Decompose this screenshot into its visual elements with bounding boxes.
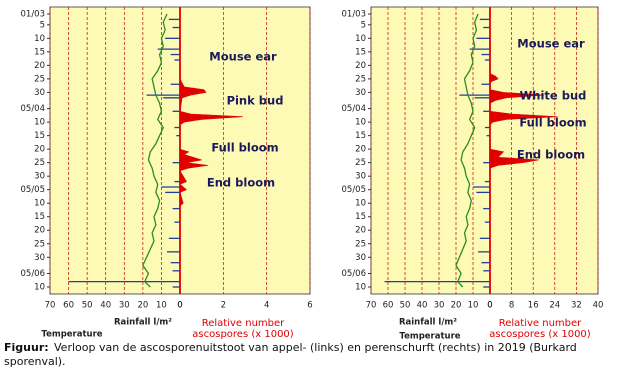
- y-tick-label: 10: [34, 34, 45, 44]
- y-tick-label: 30: [34, 88, 45, 98]
- y-tick-label: 15: [355, 47, 366, 57]
- x-tick-label: 60: [383, 301, 394, 311]
- y-tick-label: 25: [355, 74, 366, 84]
- y-tick-label: 25: [34, 239, 45, 249]
- stage-label: Pink bud: [227, 94, 284, 108]
- rain-label: Rainfall l/m²: [399, 318, 457, 328]
- y-tick-label: 10: [355, 34, 366, 44]
- y-tick-label: 20: [34, 145, 45, 155]
- x2-tick-label: 6: [307, 301, 312, 311]
- y-tick-label: 05/06: [21, 269, 46, 279]
- x-tick-label: 0: [487, 301, 492, 311]
- y-tick-label: 05/05: [342, 185, 367, 195]
- stage-label: Full bloom: [211, 141, 278, 155]
- y-tick-label: 10: [355, 283, 366, 293]
- x2-tick-label: 8: [509, 301, 514, 311]
- x-tick-label: 20: [451, 301, 462, 311]
- y-tick-label: 15: [355, 212, 366, 222]
- x2-tick-label: 2: [221, 301, 226, 311]
- y-tick-label: 30: [355, 88, 366, 98]
- temperature-label: Temperature: [399, 332, 460, 341]
- stage-label: End bloom: [207, 176, 275, 190]
- stage-label: Mouse ear: [209, 50, 277, 64]
- ascospore-area: [179, 14, 243, 287]
- x-tick-label: 50: [400, 301, 411, 311]
- caption: Figuur: Verloop van de ascosporenuitstoot…: [4, 341, 624, 369]
- x-tick-label: 30: [434, 301, 445, 311]
- x-tick-label: 20: [137, 301, 148, 311]
- stage-label: White bud: [520, 89, 587, 103]
- ascospore-label: Relative number ascospores (x 1000): [489, 318, 591, 340]
- stage-label: Full bloom: [519, 116, 586, 130]
- y-tick-label: 25: [34, 74, 45, 84]
- x-tick-label: 70: [366, 301, 377, 311]
- temperature-label: Temperature: [41, 330, 102, 340]
- y-tick-label: 15: [355, 131, 366, 141]
- x-tick-label: 40: [417, 301, 428, 311]
- x2-tick-label: 4: [264, 301, 269, 311]
- y-tick-label: 25: [355, 158, 366, 168]
- y-tick-label: 05/05: [21, 185, 46, 195]
- y-tick-label: 5: [40, 20, 45, 30]
- y-tick-label: 20: [34, 61, 45, 71]
- x2-tick-label: 0: [177, 301, 182, 311]
- y-tick-label: 01/03: [21, 10, 46, 20]
- caption-text: Verloop van de ascosporenuitstoot van ap…: [4, 341, 577, 368]
- x-tick-label: 10: [156, 301, 167, 311]
- y-tick-label: 30: [34, 253, 45, 263]
- y-tick-label: 10: [34, 118, 45, 128]
- y-tick-label: 05/06: [342, 269, 367, 279]
- y-tick-label: 20: [355, 145, 366, 155]
- x-tick-label: 60: [63, 301, 74, 311]
- y-tick-label: 15: [34, 47, 45, 57]
- x2-tick-label: 16: [528, 301, 539, 311]
- temperature-line: [455, 13, 479, 288]
- y-tick-label: 5: [361, 20, 366, 30]
- temperature-line: [142, 13, 168, 288]
- x2-tick-label: 24: [549, 301, 560, 311]
- y-tick-label: 25: [34, 158, 45, 168]
- y-tick-label: 01/03: [342, 10, 367, 20]
- x-tick-label: 30: [119, 301, 130, 311]
- y-tick-label: 15: [34, 212, 45, 222]
- y-tick-label: 05/04: [342, 104, 367, 114]
- x-tick-label: 40: [100, 301, 111, 311]
- caption-label: Figuur:: [4, 341, 49, 354]
- y-tick-label: 10: [355, 118, 366, 128]
- x2-tick-label: 32: [571, 301, 582, 311]
- y-tick-label: 30: [34, 172, 45, 182]
- y-tick-label: 30: [355, 253, 366, 263]
- stage-label: End bloom: [517, 148, 585, 162]
- y-tick-label: 10: [34, 283, 45, 293]
- y-tick-label: 10: [355, 199, 366, 209]
- ascospore-label: Relative number ascospores (x 1000): [192, 318, 294, 340]
- y-tick-label: 05/04: [21, 104, 46, 114]
- x-tick-label: 70: [45, 301, 56, 311]
- y-tick-label: 30: [355, 172, 366, 182]
- stage-label: Mouse ear: [517, 37, 585, 51]
- x-tick-label: 0: [177, 301, 182, 311]
- charts: 70 60 50 40 30 20 10 00 2 4 601/035101520253005/04…: [21, 6, 604, 341]
- y-tick-label: 20: [355, 61, 366, 71]
- rain-label: Rainfall l/m²: [114, 318, 172, 328]
- y-tick-label: 10: [34, 199, 45, 209]
- x2-tick-label: 0: [487, 301, 492, 311]
- y-tick-label: 20: [355, 226, 366, 236]
- y-tick-label: 15: [34, 131, 45, 141]
- x-tick-label: 50: [82, 301, 93, 311]
- x2-tick-label: 40: [593, 301, 604, 311]
- x-tick-label: 10: [468, 301, 479, 311]
- y-tick-label: 25: [355, 239, 366, 249]
- y-tick-label: 20: [34, 226, 45, 236]
